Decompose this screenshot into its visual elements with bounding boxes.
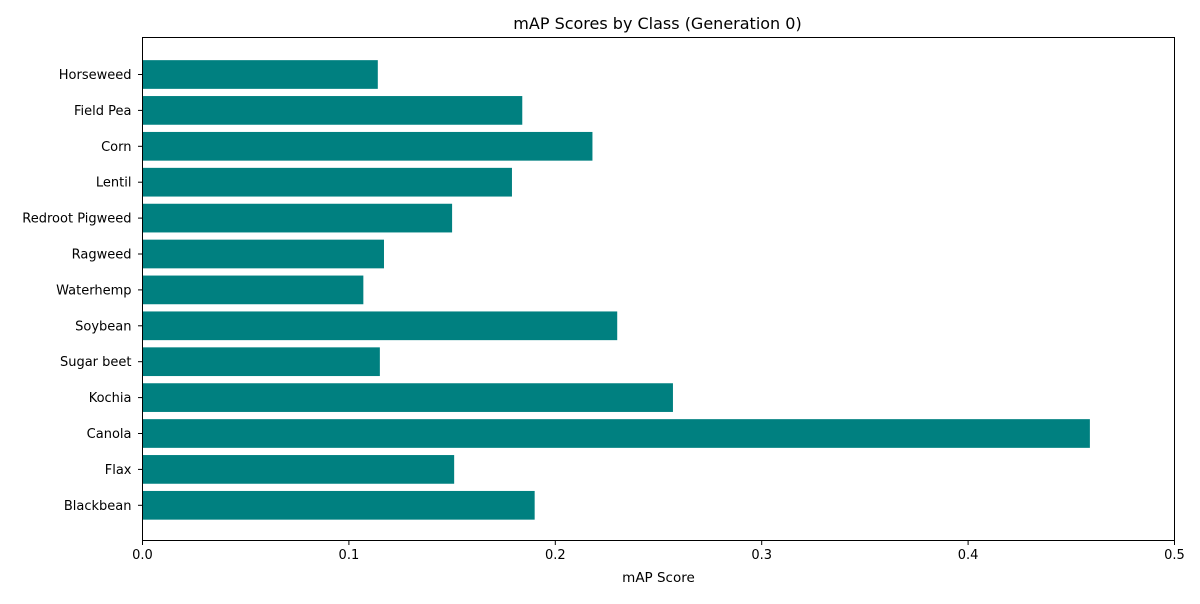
y-tick-label: Horseweed [59,68,132,83]
y-tick-label: Kochia [89,391,132,406]
bars-group [142,60,1090,520]
y-tick-label: Field Pea [74,104,131,119]
x-axis-label: mAP Score [622,570,695,586]
bar-flax [142,455,455,484]
bar-sugar-beet [142,347,380,377]
bar-soybean [142,311,618,341]
plot-frame [142,37,1175,541]
bar-blackbean [142,490,535,520]
bar-lentil [142,167,512,197]
chart-title: mAP Scores by Class (Generation 0) [513,14,801,33]
y-axis: Horseweed Field Pea Corn Lentil Redroot Pigw… [22,68,143,514]
y-tick-label: Redroot Pigweed [22,212,131,227]
y-tick-label: Waterhemp [56,283,131,298]
y-tick-label: Corn [101,140,131,155]
bar-corn [142,131,593,161]
y-tick-label: Flax [105,463,132,478]
bar-canola [142,419,1090,448]
x-tick-label: 0.1 [339,548,360,563]
bar-redroot-pigweed [142,203,453,233]
y-tick-label: Lentil [96,176,132,191]
x-tick-label: 0.2 [545,548,566,563]
x-tick-label: 0.3 [751,548,772,563]
bar-ragweed [142,239,384,269]
y-tick-label: Blackbean [64,499,132,514]
x-tick-label: 0.4 [958,548,979,563]
x-tick-label: 0.0 [132,548,153,563]
y-tick-label: Canola [87,427,132,442]
bar-kochia [142,383,673,412]
y-tick-label: Sugar beet [60,355,132,370]
y-tick-label: Soybean [75,319,131,334]
bar-horseweed [142,60,378,89]
y-tick-label: Ragweed [72,248,132,263]
x-axis: 0.0 0.1 0.2 0.3 0.4 0.5 [132,540,1185,563]
x-tick-label: 0.5 [1164,548,1185,563]
bar-waterhemp [142,275,364,305]
bar-field-pea [142,96,523,125]
